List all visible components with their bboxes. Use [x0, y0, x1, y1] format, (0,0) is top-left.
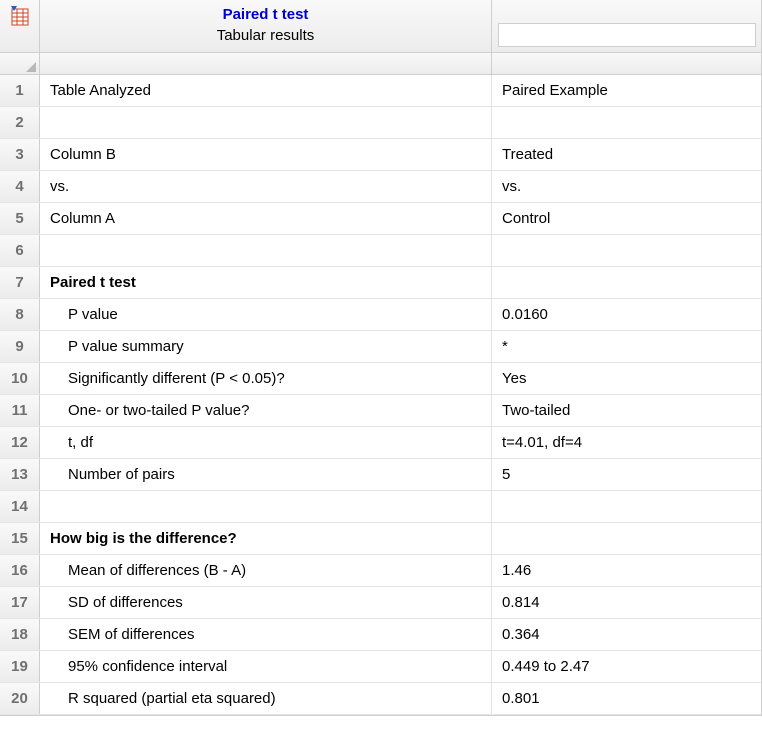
- table-row: 4vs.vs.: [0, 171, 761, 203]
- table-row: 15How big is the difference?: [0, 523, 761, 555]
- table-icon: [11, 6, 29, 26]
- row-label[interactable]: Mean of differences (B - A): [40, 555, 492, 586]
- row-value[interactable]: 0.0160: [492, 299, 761, 330]
- row-number[interactable]: 20: [0, 683, 40, 714]
- rows-container: 1Table AnalyzedPaired Example23Column BT…: [0, 75, 761, 715]
- table-row: 17SD of differences0.814: [0, 587, 761, 619]
- row-label[interactable]: vs.: [40, 171, 492, 202]
- column-header-row: Paired t test Tabular results: [0, 0, 761, 53]
- row-number[interactable]: 1: [0, 75, 40, 106]
- row-value[interactable]: [492, 491, 761, 522]
- table-row: 20R squared (partial eta squared)0.801: [0, 683, 761, 715]
- row-value[interactable]: Two-tailed: [492, 395, 761, 426]
- row-number[interactable]: 8: [0, 299, 40, 330]
- row-value[interactable]: *: [492, 331, 761, 362]
- row-value[interactable]: 1.46: [492, 555, 761, 586]
- row-number[interactable]: 3: [0, 139, 40, 170]
- row-value[interactable]: [492, 235, 761, 266]
- row-number[interactable]: 7: [0, 267, 40, 298]
- table-row: 11One- or two-tailed P value?Two-tailed: [0, 395, 761, 427]
- row-number[interactable]: 2: [0, 107, 40, 138]
- row-number[interactable]: 13: [0, 459, 40, 490]
- row-number[interactable]: 19: [0, 651, 40, 682]
- table-row: 9P value summary*: [0, 331, 761, 363]
- row-number[interactable]: 18: [0, 619, 40, 650]
- row-number[interactable]: 10: [0, 363, 40, 394]
- table-row: 7Paired t test: [0, 267, 761, 299]
- table-row: 1Table AnalyzedPaired Example: [0, 75, 761, 107]
- row-value[interactable]: 0.801: [492, 683, 761, 714]
- row-value[interactable]: Control: [492, 203, 761, 234]
- column-header-main[interactable]: Paired t test Tabular results: [40, 0, 492, 52]
- table-row: 12t, dft=4.01, df=4: [0, 427, 761, 459]
- row-number[interactable]: 9: [0, 331, 40, 362]
- row-value[interactable]: Paired Example: [492, 75, 761, 106]
- table-row: 1995% confidence interval0.449 to 2.47: [0, 651, 761, 683]
- table-row: 6: [0, 235, 761, 267]
- row-number[interactable]: 14: [0, 491, 40, 522]
- select-all-col1[interactable]: [492, 53, 761, 74]
- row-value[interactable]: [492, 523, 761, 554]
- row-label[interactable]: How big is the difference?: [40, 523, 492, 554]
- select-all-col0[interactable]: [40, 53, 492, 74]
- row-label[interactable]: Table Analyzed: [40, 75, 492, 106]
- row-number[interactable]: 6: [0, 235, 40, 266]
- row-label[interactable]: R squared (partial eta squared): [40, 683, 492, 714]
- table-row: 10Significantly different (P < 0.05)?Yes: [0, 363, 761, 395]
- row-label[interactable]: t, df: [40, 427, 492, 458]
- row-value[interactable]: [492, 107, 761, 138]
- row-value[interactable]: 0.814: [492, 587, 761, 618]
- table-row: 16Mean of differences (B - A)1.46: [0, 555, 761, 587]
- row-label[interactable]: Column A: [40, 203, 492, 234]
- row-label[interactable]: P value: [40, 299, 492, 330]
- row-number[interactable]: 16: [0, 555, 40, 586]
- row-value[interactable]: Treated: [492, 139, 761, 170]
- row-label[interactable]: Column B: [40, 139, 492, 170]
- table-row: 2: [0, 107, 761, 139]
- row-label[interactable]: Significantly different (P < 0.05)?: [40, 363, 492, 394]
- table-row: 3Column BTreated: [0, 139, 761, 171]
- select-all-triangle-icon: [26, 62, 36, 72]
- row-value[interactable]: 5: [492, 459, 761, 490]
- row-label[interactable]: Paired t test: [40, 267, 492, 298]
- table-row: 8P value0.0160: [0, 299, 761, 331]
- row-value[interactable]: [492, 267, 761, 298]
- table-row: 5Column AControl: [0, 203, 761, 235]
- row-label[interactable]: [40, 107, 492, 138]
- row-label[interactable]: Number of pairs: [40, 459, 492, 490]
- row-number[interactable]: 4: [0, 171, 40, 202]
- row-label[interactable]: 95% confidence interval: [40, 651, 492, 682]
- results-table: Paired t test Tabular results 1Table Ana…: [0, 0, 762, 716]
- table-icon-cell: [0, 0, 40, 52]
- row-label[interactable]: P value summary: [40, 331, 492, 362]
- row-value[interactable]: t=4.01, df=4: [492, 427, 761, 458]
- row-number[interactable]: 12: [0, 427, 40, 458]
- row-label[interactable]: [40, 491, 492, 522]
- column-header-value[interactable]: [492, 0, 761, 52]
- row-label[interactable]: [40, 235, 492, 266]
- row-value[interactable]: Yes: [492, 363, 761, 394]
- select-all-row: [0, 53, 761, 75]
- table-row: 13Number of pairs5: [0, 459, 761, 491]
- row-number[interactable]: 11: [0, 395, 40, 426]
- analysis-subtitle: Tabular results: [46, 26, 485, 46]
- row-label[interactable]: One- or two-tailed P value?: [40, 395, 492, 426]
- row-label[interactable]: SD of differences: [40, 587, 492, 618]
- row-number[interactable]: 17: [0, 587, 40, 618]
- row-value[interactable]: vs.: [492, 171, 761, 202]
- table-row: 18SEM of differences0.364: [0, 619, 761, 651]
- select-all-corner[interactable]: [0, 53, 40, 74]
- analysis-title: Paired t test: [46, 4, 485, 26]
- row-value[interactable]: 0.449 to 2.47: [492, 651, 761, 682]
- row-value[interactable]: 0.364: [492, 619, 761, 650]
- row-number[interactable]: 15: [0, 523, 40, 554]
- row-label[interactable]: SEM of differences: [40, 619, 492, 650]
- table-row: 14: [0, 491, 761, 523]
- column-header-input[interactable]: [498, 23, 756, 47]
- row-number[interactable]: 5: [0, 203, 40, 234]
